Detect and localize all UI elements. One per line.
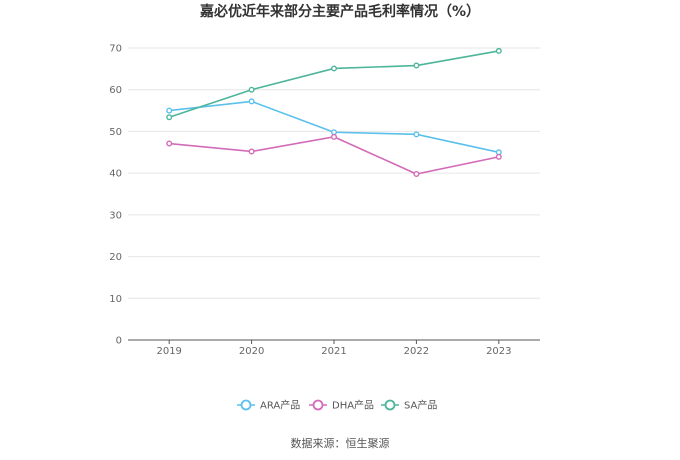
y-axis: 0 10 20 30 40 50 60 70: [109, 44, 122, 347]
x-tick-label: 2020: [239, 346, 264, 357]
x-tick-label: 2019: [156, 346, 181, 357]
legend-item-3: SA产品: [381, 399, 437, 412]
data-point: [331, 65, 338, 72]
legend-swatch-marker: [312, 399, 324, 411]
legend: ARA产品 DHA产品 SA产品: [237, 399, 437, 412]
data-point: [413, 62, 420, 69]
chart-title: 嘉必优近年来部分主要产品毛利率情况（%）: [199, 3, 480, 20]
data-point: [248, 98, 255, 105]
legend-label: SA产品: [404, 399, 437, 412]
x-tick-label: 2023: [486, 346, 511, 357]
data-point: [166, 114, 173, 121]
legend-item-1: ARA产品: [237, 399, 300, 412]
y-tick-label: 70: [109, 44, 122, 55]
data-point: [331, 133, 338, 140]
legend-swatch-marker: [240, 399, 252, 411]
source-note: 数据来源：恒生聚源: [291, 436, 390, 450]
y-tick-label: 30: [109, 210, 122, 221]
x-tick-label: 2022: [404, 346, 429, 357]
legend-label: ARA产品: [260, 399, 300, 412]
data-point: [166, 107, 173, 114]
legend-swatch-marker: [384, 399, 396, 411]
data-point: [248, 86, 255, 93]
x-tick-label: 2021: [321, 346, 346, 357]
series-line-2: [169, 136, 499, 175]
data-point: [248, 148, 255, 155]
x-axis: 2019 2020 2021 2022 2023: [128, 339, 540, 357]
data-point: [495, 47, 502, 54]
series-line-3: [168, 50, 499, 119]
data-point: [166, 140, 173, 147]
grid: [128, 47, 540, 299]
series-group: [166, 47, 502, 177]
legend-item-2: DHA产品: [309, 399, 374, 412]
y-tick-label: 60: [109, 85, 122, 96]
series-line-1: [169, 100, 499, 154]
y-tick-label: 0: [116, 336, 122, 347]
data-point: [413, 131, 420, 138]
data-point: [495, 153, 502, 160]
y-tick-label: 10: [109, 294, 122, 305]
y-tick-label: 50: [109, 127, 122, 138]
legend-label: DHA产品: [332, 399, 374, 412]
y-tick-label: 20: [109, 252, 122, 263]
y-tick-label: 40: [109, 169, 122, 180]
data-point: [413, 170, 420, 177]
